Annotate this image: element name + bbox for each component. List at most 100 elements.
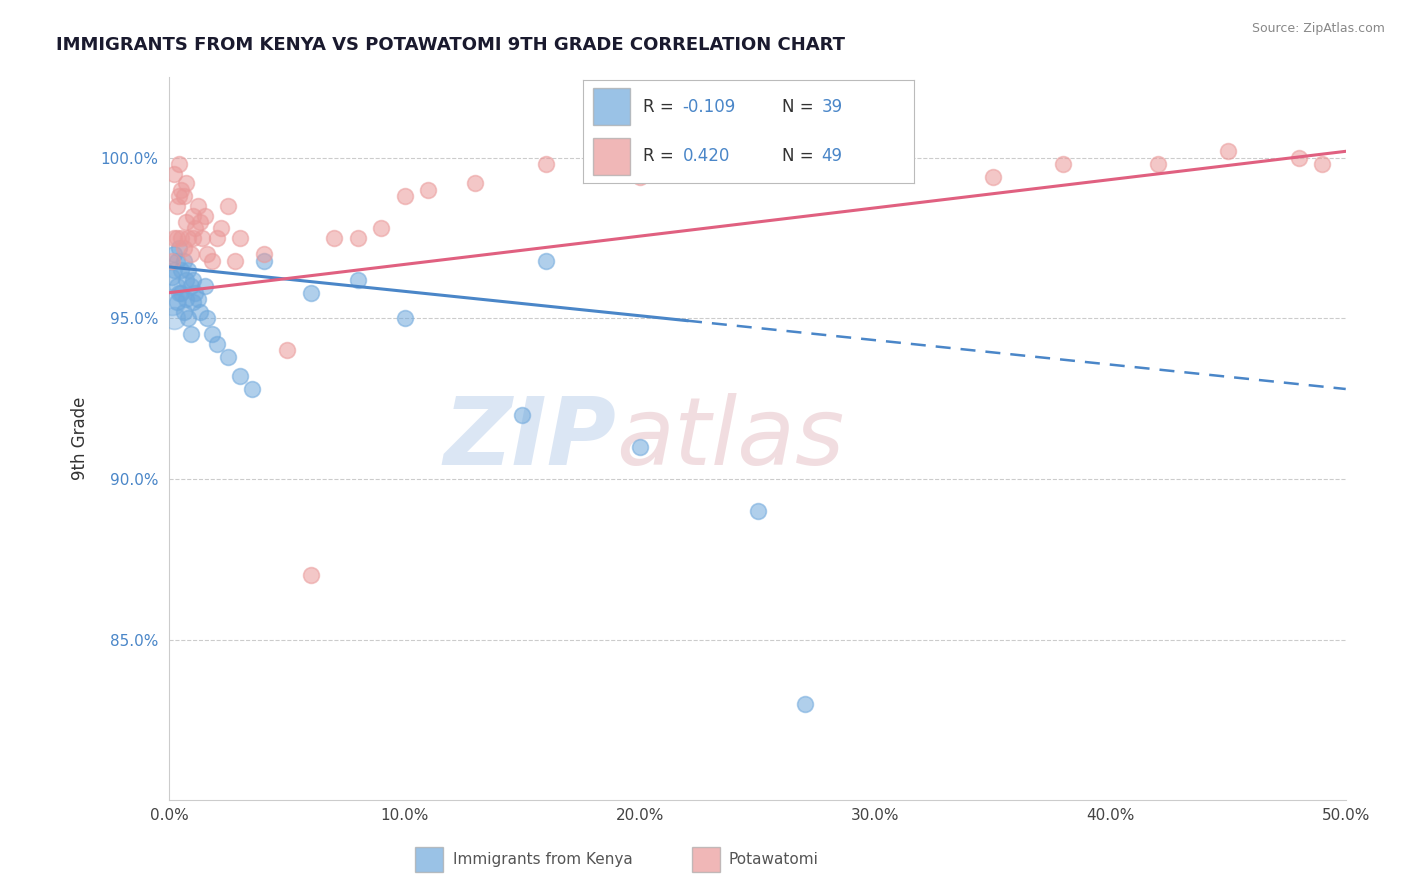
Point — [166, 199, 188, 213]
Text: N =: N = — [782, 147, 818, 165]
Point — [170, 231, 193, 245]
Point — [205, 337, 228, 351]
Point — [252, 253, 274, 268]
FancyBboxPatch shape — [593, 137, 630, 175]
Point — [194, 279, 217, 293]
Point — [163, 167, 186, 181]
Point — [1146, 157, 1168, 171]
Point — [181, 273, 204, 287]
Point — [394, 189, 416, 203]
Point — [167, 241, 190, 255]
Point — [180, 327, 202, 342]
Point — [173, 241, 195, 255]
Point — [534, 157, 557, 171]
Point — [167, 189, 190, 203]
Point — [160, 269, 183, 284]
Point — [170, 263, 193, 277]
Point — [174, 177, 197, 191]
Point — [160, 295, 183, 310]
Text: 39: 39 — [821, 98, 842, 116]
Point — [170, 183, 193, 197]
Point — [201, 327, 224, 342]
Point — [323, 231, 346, 245]
Point — [177, 311, 200, 326]
Point — [173, 189, 195, 203]
Point — [229, 231, 252, 245]
Point — [240, 382, 263, 396]
Text: Potawatomi: Potawatomi — [728, 853, 818, 867]
Point — [177, 263, 200, 277]
Point — [209, 221, 232, 235]
Point — [205, 231, 228, 245]
Point — [1346, 151, 1368, 165]
Point — [191, 231, 214, 245]
Point — [180, 247, 202, 261]
Point — [184, 221, 207, 235]
Point — [188, 215, 211, 229]
Point — [1052, 157, 1074, 171]
Point — [187, 292, 209, 306]
Point — [418, 183, 440, 197]
Point — [166, 231, 188, 245]
Text: IMMIGRANTS FROM KENYA VS POTAWATOMI 9TH GRADE CORRELATION CHART: IMMIGRANTS FROM KENYA VS POTAWATOMI 9TH … — [56, 36, 845, 54]
Point — [195, 311, 218, 326]
Point — [252, 247, 274, 261]
Point — [184, 285, 207, 300]
Point — [628, 169, 651, 184]
Point — [166, 279, 188, 293]
Point — [1310, 157, 1333, 171]
Point — [276, 343, 298, 358]
Point — [174, 292, 197, 306]
Point — [229, 369, 252, 384]
Point — [217, 350, 239, 364]
Text: Source: ZipAtlas.com: Source: ZipAtlas.com — [1251, 22, 1385, 36]
Point — [299, 285, 322, 300]
Point — [166, 295, 188, 310]
Text: ZIP: ZIP — [443, 392, 616, 484]
Point — [464, 177, 486, 191]
Text: R =: R = — [643, 147, 679, 165]
Text: -0.109: -0.109 — [683, 98, 735, 116]
Point — [195, 247, 218, 261]
Text: 49: 49 — [821, 147, 842, 165]
Point — [166, 253, 188, 268]
Text: Immigrants from Kenya: Immigrants from Kenya — [453, 853, 633, 867]
Point — [163, 263, 186, 277]
Text: atlas: atlas — [616, 393, 845, 484]
Point — [163, 231, 186, 245]
Point — [299, 568, 322, 582]
Point — [534, 253, 557, 268]
Point — [1288, 151, 1310, 165]
Point — [512, 408, 534, 422]
Point — [167, 157, 190, 171]
Point — [177, 231, 200, 245]
Point — [173, 253, 195, 268]
Text: N =: N = — [782, 98, 818, 116]
Point — [394, 311, 416, 326]
Point — [163, 311, 186, 326]
Point — [346, 231, 368, 245]
Point — [628, 440, 651, 454]
Point — [188, 305, 211, 319]
Text: R =: R = — [643, 98, 679, 116]
Point — [201, 253, 224, 268]
Point — [981, 169, 1004, 184]
Point — [863, 161, 886, 175]
Point — [170, 285, 193, 300]
Text: 0.420: 0.420 — [683, 147, 730, 165]
Point — [346, 273, 368, 287]
Point — [217, 199, 239, 213]
Point — [181, 295, 204, 310]
Point — [1216, 145, 1239, 159]
Point — [167, 285, 190, 300]
Point — [224, 253, 246, 268]
Point — [187, 199, 209, 213]
Point — [181, 209, 204, 223]
Point — [174, 273, 197, 287]
Point — [194, 209, 217, 223]
Point — [793, 697, 815, 711]
Point — [747, 163, 769, 178]
Point — [160, 253, 183, 268]
Point — [370, 221, 392, 235]
Point — [173, 305, 195, 319]
